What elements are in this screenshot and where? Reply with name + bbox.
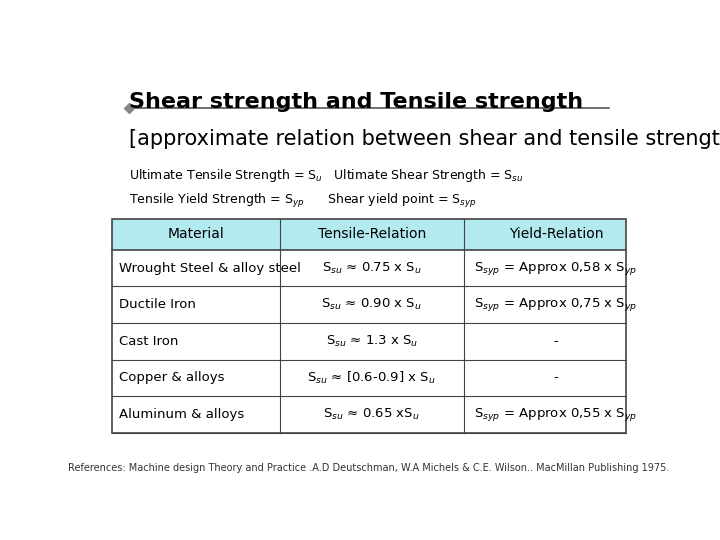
Text: Yield-Relation: Yield-Relation — [509, 227, 603, 241]
Text: S$_{su}$ ≈ 1.3 x S$_{u}$: S$_{su}$ ≈ 1.3 x S$_{u}$ — [325, 334, 418, 349]
Text: Ductile Iron: Ductile Iron — [119, 298, 196, 311]
Text: Wrought Steel & alloy steel: Wrought Steel & alloy steel — [119, 261, 301, 275]
Text: Cast Iron: Cast Iron — [119, 335, 179, 348]
Text: -: - — [554, 335, 558, 348]
FancyBboxPatch shape — [112, 323, 626, 360]
Text: Material: Material — [168, 227, 225, 241]
FancyBboxPatch shape — [112, 250, 626, 286]
Text: Ultimate Tensile Strength = S$_{u}$   Ultimate Shear Strength = S$_{su}$
Tensile: Ultimate Tensile Strength = S$_{u}$ Ulti… — [129, 167, 523, 210]
Text: S$_{syp}$ = Approx 0,58 x S$_{yp}$: S$_{syp}$ = Approx 0,58 x S$_{yp}$ — [474, 260, 638, 276]
Text: Copper & alloys: Copper & alloys — [119, 372, 225, 384]
Text: Aluminum & alloys: Aluminum & alloys — [119, 408, 244, 421]
FancyBboxPatch shape — [112, 360, 626, 396]
Text: S$_{syp}$ = Approx 0,55 x S$_{yp}$: S$_{syp}$ = Approx 0,55 x S$_{yp}$ — [474, 406, 638, 423]
FancyBboxPatch shape — [112, 286, 626, 323]
Text: S$_{su}$ ≈ 0.65 xS$_{u}$: S$_{su}$ ≈ 0.65 xS$_{u}$ — [323, 407, 420, 422]
Text: S$_{su}$ ≈ 0.75 x S$_{u}$: S$_{su}$ ≈ 0.75 x S$_{u}$ — [322, 261, 422, 276]
Text: S$_{su}$ ≈ 0.90 x S$_{u}$: S$_{su}$ ≈ 0.90 x S$_{u}$ — [321, 297, 422, 312]
Text: Shear strength and Tensile strength: Shear strength and Tensile strength — [129, 92, 583, 112]
Text: Tensile-Relation: Tensile-Relation — [318, 227, 426, 241]
FancyBboxPatch shape — [112, 396, 626, 433]
FancyBboxPatch shape — [112, 219, 626, 250]
Text: S$_{su}$ ≈ [0.6-0.9] x S$_{u}$: S$_{su}$ ≈ [0.6-0.9] x S$_{u}$ — [307, 370, 436, 386]
Text: S$_{syp}$ = Approx 0,75 x S$_{yp}$: S$_{syp}$ = Approx 0,75 x S$_{yp}$ — [474, 296, 638, 313]
Text: -: - — [554, 372, 558, 384]
Text: [approximate relation between shear and tensile strengths]: [approximate relation between shear and … — [129, 129, 720, 149]
Text: References: Machine design Theory and Practice .A.D Deutschman, W.A Michels & C.: References: Machine design Theory and Pr… — [68, 463, 670, 473]
